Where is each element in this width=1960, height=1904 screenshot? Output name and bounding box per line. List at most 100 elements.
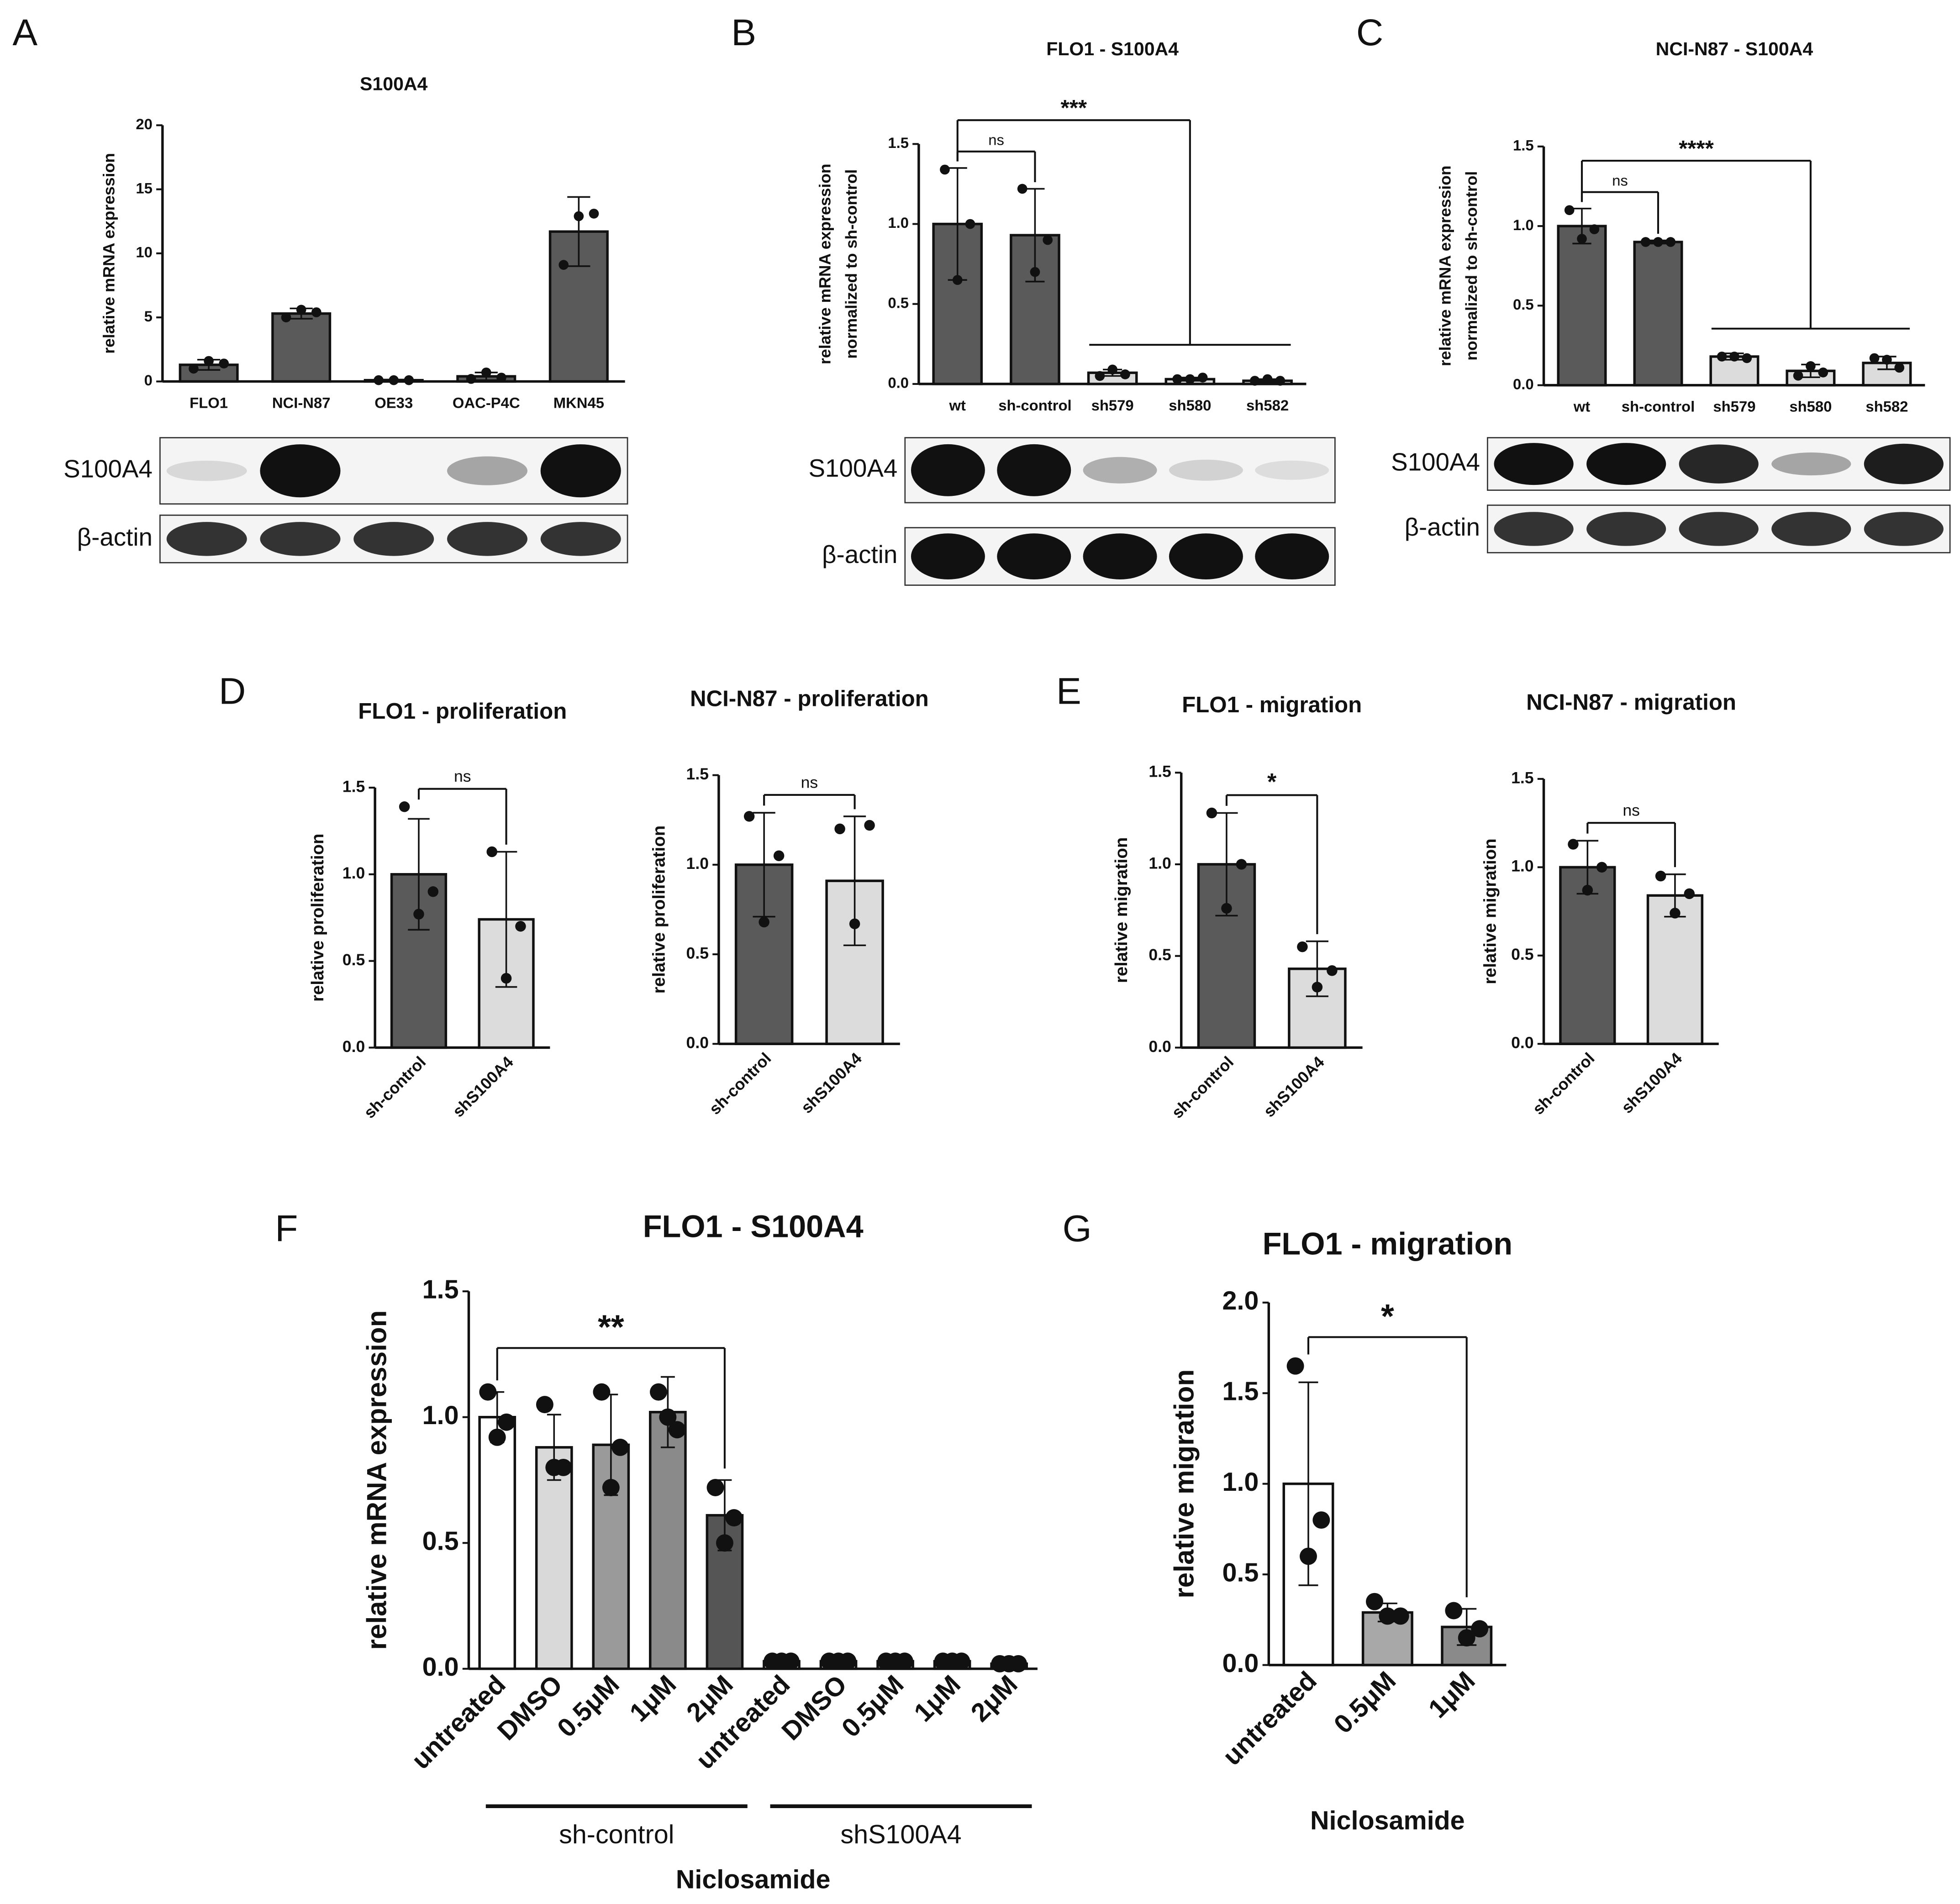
significance-label: *** [1061,95,1087,121]
chart-title: S100A4 [360,74,428,95]
data-point [1206,807,1217,819]
blot-band [166,522,247,556]
blot-band [1586,443,1666,485]
blot-label: β-actin [822,540,897,568]
data-point [427,886,439,897]
blot-band [1679,444,1759,484]
blot-band [260,522,341,556]
data-point [1882,355,1892,365]
y-tick-label: 1.5 [1511,768,1533,787]
data-point [1655,870,1666,882]
y-axis-label: relative mRNA expression [1436,165,1454,366]
x-tick-label: shS100A4 [1618,1049,1686,1117]
data-point [602,1479,620,1496]
blot-band [353,522,434,556]
chart-title: FLO1 - S100A4 [1046,38,1179,59]
data-point [1095,371,1105,381]
data-point [399,801,410,812]
data-point [834,823,845,835]
bar [1559,866,1616,1045]
blot-band [911,444,985,496]
data-point [1582,884,1593,896]
x-tick-label: wt [1573,398,1591,415]
data-point [1172,374,1182,384]
y-tick-label: 1.0 [686,854,709,873]
x-tick-label: 1μM [624,1670,682,1728]
blot-label: β-actin [1405,513,1480,541]
data-point [864,820,875,831]
data-point [1653,237,1663,247]
data-point [1017,184,1027,194]
y-axis-label: relative mRNA expression [361,1310,392,1650]
data-point [725,1509,743,1527]
x-tick-label: OAC-P4C [453,394,520,411]
y-tick-label: 1.5 [1222,1377,1259,1406]
data-point [501,973,512,984]
blot-band [540,522,621,556]
blot-band [1169,533,1243,580]
x-tick-label: shS100A4 [1260,1053,1328,1121]
y-tick-label: 1.0 [1222,1467,1259,1497]
chart-title: FLO1 - proliferation [358,699,567,724]
group-label: sh-control [559,1820,674,1849]
data-point [374,375,384,385]
data-point [1577,234,1587,244]
data-point [1458,1629,1475,1647]
x-tick-label: shS100A4 [449,1053,517,1121]
y-tick-label: 0.0 [1222,1649,1259,1678]
data-point [1249,376,1260,386]
data-point [593,1383,611,1401]
y-tick-label: 0 [144,372,153,389]
y-tick-label: 0.5 [888,294,909,311]
data-point [1869,353,1880,363]
significance-label: * [1267,769,1277,795]
data-point [496,373,506,383]
data-point [716,1534,733,1552]
data-point [650,1383,667,1401]
data-point [706,1479,724,1496]
data-point [1300,1547,1317,1565]
data-point [204,356,214,366]
data-point [488,1428,506,1446]
data-point [1684,888,1695,899]
data-point [1236,859,1247,870]
data-point [1568,839,1579,850]
chart-title: NCI-N87 - S100A4 [1656,38,1813,59]
x-tick-label: sh-control [998,397,1072,414]
y-tick-label: 0.0 [888,374,909,391]
data-point [498,1413,516,1431]
y-tick-label: 0.5 [342,951,365,969]
y-tick-label: 5 [144,308,153,325]
blot-band [1255,460,1329,480]
blot-label: S100A4 [63,455,153,483]
y-tick-label: 0.0 [1513,375,1534,392]
x-tick-label: sh579 [1091,397,1134,414]
x-tick-label: sh580 [1789,398,1832,415]
blot-band [1083,457,1157,484]
blot-band [166,460,247,481]
x-tick-label: shS100A4 [797,1049,865,1117]
blot-band [1083,533,1157,580]
panel-letter: D [219,670,246,712]
y-axis-label: relative mRNA expression [816,163,834,364]
panel-letter: E [1056,670,1081,712]
chart-title: FLO1 - migration [1263,1226,1512,1262]
blot-band [1679,512,1759,546]
y-tick-label: 0.5 [1511,945,1533,963]
data-point [554,1458,572,1476]
data-point [1391,1607,1409,1625]
data-point [1717,352,1727,362]
blot-band [447,456,528,485]
x-tick-label: sh-control [1168,1053,1237,1122]
y-tick-label: 0.5 [422,1526,459,1556]
data-point [952,275,963,285]
y-tick-label: 0.0 [1149,1037,1171,1056]
x-tick-label: sh-control [360,1053,429,1122]
data-point [189,363,199,374]
y-tick-label: 1.5 [342,777,365,795]
blot-band [997,533,1071,580]
y-axis-label: normalized to sh-control [842,169,860,359]
blot-band [1771,452,1851,476]
panel-letter: B [731,12,756,53]
data-point [1894,363,1905,373]
